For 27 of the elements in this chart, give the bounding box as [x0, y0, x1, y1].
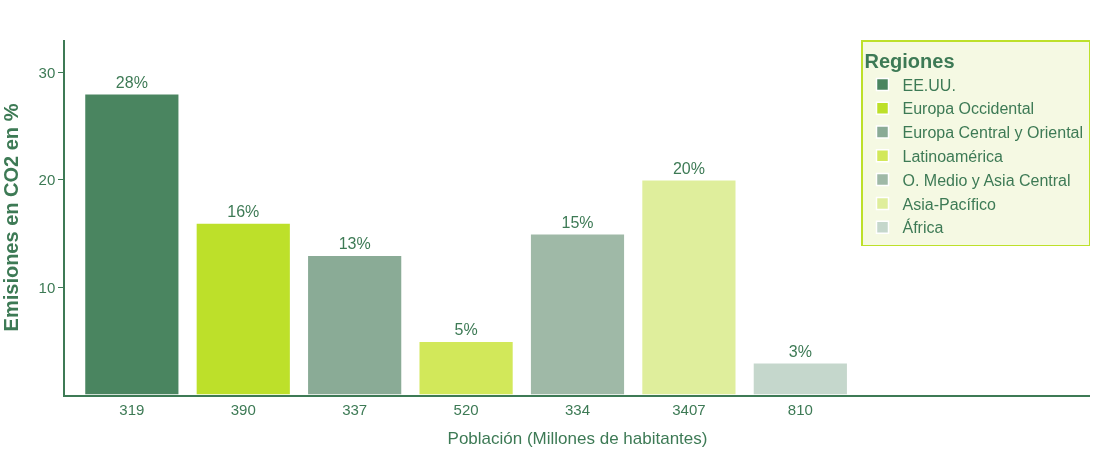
data-label: 28%: [115, 73, 148, 91]
y-tick-label: 30: [38, 63, 56, 81]
y-axis-title: Emisiones en CO2 en %: [0, 103, 22, 332]
legend-label: Asia-Pacífico: [902, 195, 996, 213]
data-label: 3%: [788, 342, 812, 360]
x-tick-label: 810: [787, 400, 813, 418]
legend-title: Regiones: [864, 49, 955, 72]
legend-label: África: [902, 218, 944, 237]
x-tick-label: 390: [230, 400, 256, 418]
x-tick-label: 3407: [672, 400, 706, 418]
y-tick-label: 10: [38, 278, 56, 296]
legend-label: Latinoamérica: [902, 148, 1004, 166]
data-label: 5%: [454, 321, 478, 339]
x-tick-label: 520: [453, 400, 479, 418]
data-label: 16%: [227, 202, 260, 220]
x-tick-label: 319: [119, 400, 145, 418]
legend-label: Europa Central y Oriental: [902, 124, 1084, 142]
x-tick-label: 334: [564, 400, 591, 418]
x-tick-label: 337: [342, 400, 368, 418]
data-label: 15%: [561, 213, 594, 231]
legend-label: EE.UU.: [902, 76, 956, 94]
data-label: 13%: [338, 235, 371, 253]
legend-label: O. Medio y Asia Central: [902, 171, 1071, 189]
data-label: 20%: [672, 159, 705, 177]
legend-label: Europa Occidental: [902, 100, 1035, 118]
y-tick-label: 20: [38, 171, 56, 189]
x-axis-title: Población (Millones de habitantes): [447, 428, 708, 448]
